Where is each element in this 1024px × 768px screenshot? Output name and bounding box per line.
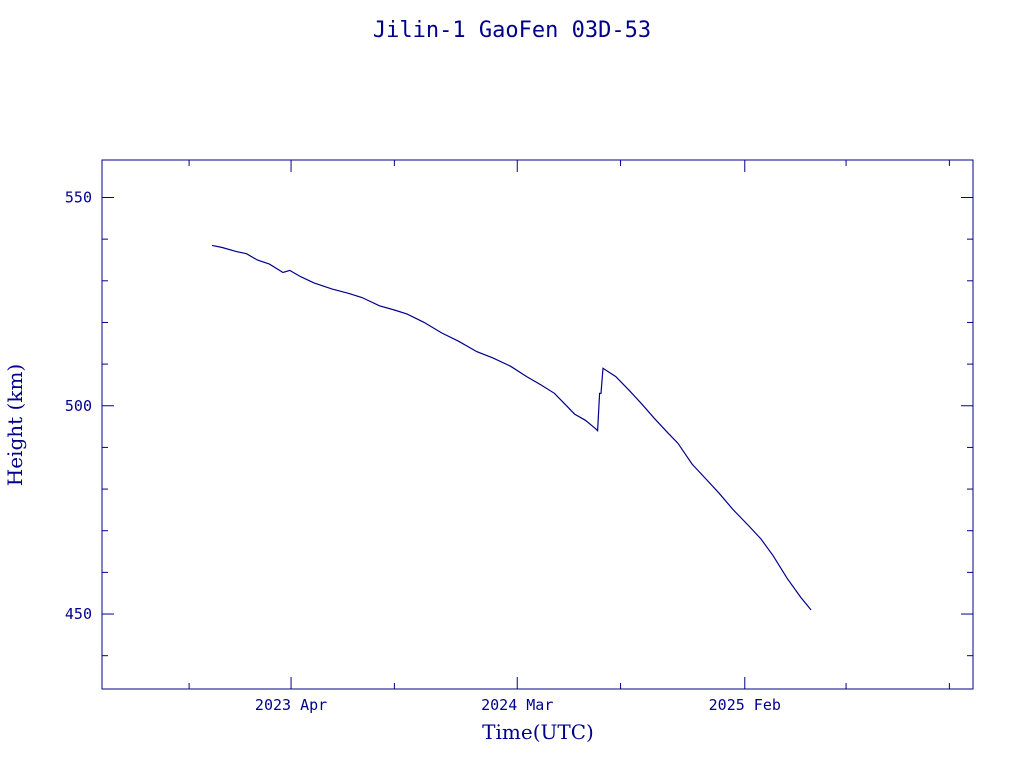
x-tick-label: 2023 Apr — [255, 696, 327, 714]
y-tick-label: 450 — [65, 605, 92, 623]
y-tick-label: 550 — [65, 188, 92, 206]
x-axis: 2023 Apr 2024 Mar 2025 Feb — [188, 160, 950, 714]
x-tick-label: 2025 Feb — [709, 696, 781, 714]
y-tick-label: 500 — [65, 397, 92, 415]
y-axis: 450 500 550 — [65, 188, 973, 657]
y-axis-label: Height (km) — [3, 364, 27, 486]
height-series-line — [211, 244, 812, 611]
plot-frame — [101, 159, 974, 690]
chart-title: Jilin-1 GaoFen 03D-53 — [373, 18, 651, 43]
x-tick-label: 2024 Mar — [481, 696, 553, 714]
series-group — [211, 244, 812, 611]
x-axis-label: Time(UTC) — [482, 720, 594, 744]
